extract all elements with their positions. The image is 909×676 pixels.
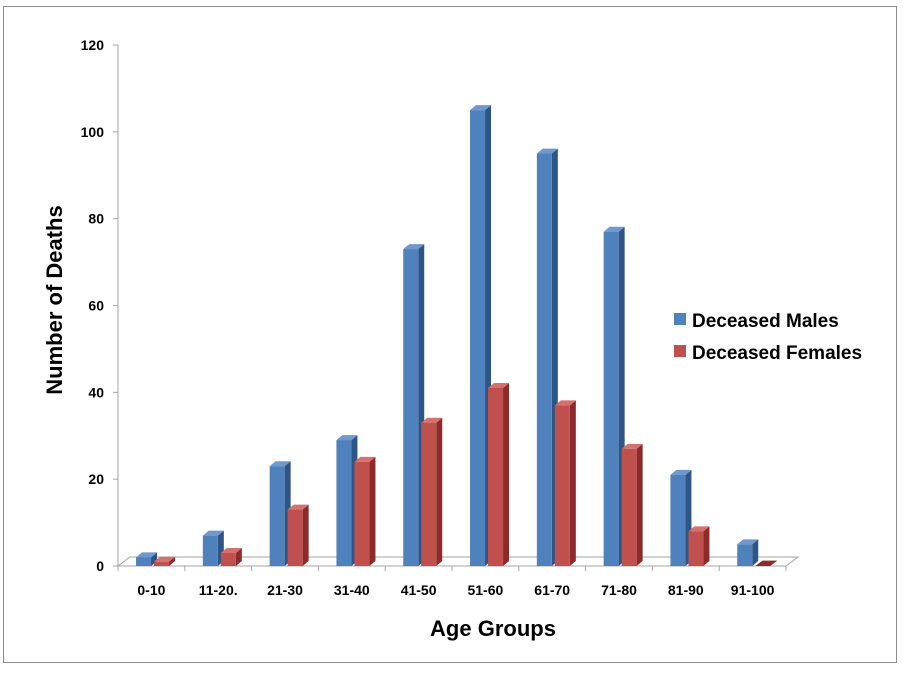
bar-females-front — [354, 461, 370, 566]
bar-females — [154, 556, 176, 566]
legend-swatch-males — [674, 313, 686, 325]
bar-males — [603, 226, 625, 567]
bar-males-front — [603, 231, 619, 567]
x-axis-title: Age Groups — [430, 616, 556, 641]
bar-males-front — [269, 466, 285, 566]
bar-males-top — [603, 226, 625, 232]
bar-males — [269, 461, 291, 566]
bar-females-side — [235, 548, 242, 566]
bar-males-front — [737, 544, 753, 566]
x-tick-label: 61-70 — [534, 582, 570, 598]
bar-males-top — [737, 539, 759, 545]
bar-females-front — [621, 448, 637, 566]
bar-females-side — [302, 504, 309, 566]
bar-males-top — [670, 469, 692, 475]
bar-males-top — [470, 105, 492, 111]
y-tick-label: 0 — [96, 558, 104, 574]
bar-females-front — [287, 509, 303, 566]
bar-females-top — [220, 548, 242, 553]
bar-females-side — [569, 400, 576, 566]
y-tick-label: 40 — [88, 384, 104, 400]
bar-males-front — [136, 557, 152, 566]
legend-swatch-females — [674, 345, 686, 357]
bar-females-front — [421, 422, 437, 566]
legend-label-males: Deceased Males — [692, 311, 839, 332]
bar-females-top — [688, 526, 710, 532]
bar-males — [136, 552, 158, 566]
bar-males-side — [752, 539, 759, 566]
bar-males — [403, 244, 425, 566]
bar-females-top — [488, 383, 510, 388]
bar-males-front — [536, 153, 552, 566]
bar-females — [688, 526, 710, 566]
bar-females-flat — [755, 560, 778, 566]
bars — [136, 105, 778, 567]
bar-males — [536, 148, 558, 566]
x-tick-label: 31-40 — [334, 582, 370, 598]
bar-females-top — [421, 417, 443, 423]
bar-females-front — [554, 405, 570, 566]
bar-males-top — [536, 148, 558, 154]
bar-males — [737, 539, 759, 566]
bar-males-front — [202, 535, 218, 566]
x-tick-label: 0-10 — [137, 582, 165, 598]
bar-males-front — [670, 474, 686, 566]
y-tick-label: 100 — [81, 124, 105, 140]
bar-females-side — [503, 383, 510, 566]
bar-females — [421, 417, 443, 566]
bar-females — [621, 443, 643, 566]
bar-females — [488, 383, 510, 566]
y-tick-label: 120 — [81, 37, 105, 53]
bar-males-top — [336, 435, 358, 441]
legend: Deceased Males Deceased Females — [674, 311, 862, 364]
bar-males-front — [403, 249, 419, 566]
x-tick-label: 11-20. — [199, 582, 238, 598]
bar-females — [755, 560, 778, 566]
bar-males — [670, 469, 692, 566]
y-tick-label: 80 — [88, 211, 104, 227]
bar-males-top — [202, 530, 224, 536]
bar-females — [287, 504, 309, 566]
bar-males-top — [269, 461, 291, 467]
bar-females-front — [688, 531, 704, 566]
bar-males-top — [403, 244, 425, 250]
bar-females-top — [287, 504, 309, 510]
bar-females-top — [554, 400, 576, 406]
bar-females-side — [636, 443, 643, 566]
bar-males-front — [470, 110, 486, 566]
bar-females-side — [169, 556, 176, 566]
bar-females-side — [436, 417, 443, 566]
tick-labels: 0 20 40 60 80 100 120 0-10 11-20. 21-30 31-40 41-50… — [81, 37, 775, 598]
x-tick-label: 21-30 — [267, 582, 303, 598]
bar-males-front — [336, 440, 352, 566]
y-tick-label: 60 — [88, 298, 104, 314]
axes — [113, 44, 787, 571]
x-tick-label: 91-100 — [731, 582, 775, 598]
bar-males-side — [151, 552, 158, 566]
bar-females — [220, 548, 242, 566]
y-axis-title: Number of Deaths — [42, 205, 67, 394]
bar-females — [354, 456, 376, 566]
bar-females-front — [488, 387, 504, 566]
bar-females-side — [703, 526, 710, 566]
bar-females-top — [354, 456, 376, 462]
bar-males — [202, 530, 224, 566]
y-tick-label: 20 — [88, 471, 104, 487]
x-tick-label: 71-80 — [601, 582, 637, 598]
bar-females-front — [220, 552, 236, 566]
x-tick-label: 81-90 — [668, 582, 704, 598]
bar-females — [554, 400, 576, 566]
x-tick-label: 41-50 — [401, 582, 437, 598]
legend-label-females: Deceased Females — [692, 343, 862, 364]
bar-females-side — [369, 456, 376, 566]
bar-females-top — [154, 556, 176, 562]
x-tick-label: 51-60 — [467, 582, 503, 598]
bar-females-front — [154, 561, 170, 566]
bar-males-top — [136, 552, 158, 558]
bar-females-top — [621, 443, 643, 449]
bar-males — [470, 105, 492, 567]
bar-males — [336, 435, 358, 566]
